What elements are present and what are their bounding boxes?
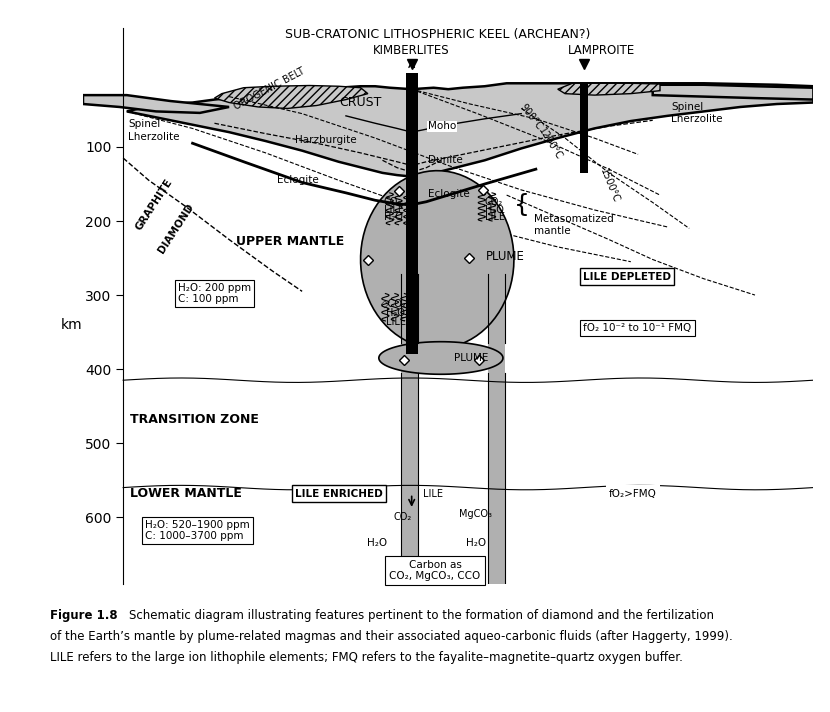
Text: Eclogite: Eclogite (276, 175, 319, 185)
Polygon shape (127, 83, 813, 177)
Text: fO₂>FMQ: fO₂>FMQ (609, 488, 657, 498)
Text: Carbon as
CO₂, MgCO₃, CCO: Carbon as CO₂, MgCO₃, CCO (389, 560, 481, 581)
Text: Metasomatized
mantle: Metasomatized mantle (535, 214, 614, 236)
Text: PLUME: PLUME (454, 353, 488, 363)
Text: LILE refers to the large ion lithophile elements; FMQ refers to the fayalite–mag: LILE refers to the large ion lithophile … (50, 651, 682, 664)
Text: 1200°C: 1200°C (536, 125, 564, 161)
Polygon shape (214, 85, 368, 108)
Polygon shape (401, 274, 417, 584)
Text: fO₂ 10⁻² to 10⁻¹ FMQ: fO₂ 10⁻² to 10⁻¹ FMQ (583, 323, 691, 333)
Text: KIMBERLITES: KIMBERLITES (374, 44, 450, 57)
Text: Spinel
Lherzolite: Spinel Lherzolite (129, 120, 180, 142)
Text: LILE ENRICHED: LILE ENRICHED (295, 488, 383, 498)
Text: of the Earth’s mantle by plume-related magmas and their associated aqueo-carboni: of the Earth’s mantle by plume-related m… (50, 630, 733, 643)
Polygon shape (488, 274, 505, 584)
Text: CRUST: CRUST (339, 96, 382, 109)
Text: km: km (61, 318, 83, 332)
Text: OROGENIC BELT: OROGENIC BELT (232, 66, 306, 112)
Text: Figure 1.8: Figure 1.8 (50, 609, 117, 622)
Bar (406, 73, 417, 355)
Text: LILE: LILE (386, 318, 406, 328)
Text: DIAMOND: DIAMOND (157, 201, 196, 255)
Polygon shape (652, 85, 813, 100)
Text: Schematic diagram illustrating features pertinent to the formation of diamond an: Schematic diagram illustrating features … (129, 609, 714, 622)
Text: TRANSITION ZONE: TRANSITION ZONE (130, 413, 259, 426)
Text: H₂O: H₂O (367, 538, 387, 548)
Text: H₂O: H₂O (466, 538, 486, 548)
Text: CO₂: CO₂ (384, 197, 403, 207)
Text: MgCO₃: MgCO₃ (459, 509, 492, 519)
Text: 900°C: 900°C (518, 103, 544, 132)
Text: Dunite: Dunite (427, 155, 462, 165)
Text: SUB-CRATONIC LITHOSPHERIC KEEL (ARCHEAN?): SUB-CRATONIC LITHOSPHERIC KEEL (ARCHEAN?… (285, 28, 590, 41)
Text: H₂O: H₂O (384, 212, 403, 222)
Text: Spinel
Lherzolite: Spinel Lherzolite (671, 102, 722, 124)
Polygon shape (558, 83, 660, 95)
Text: Moho: Moho (427, 121, 456, 131)
Text: LOWER MANTLE: LOWER MANTLE (130, 487, 242, 500)
Bar (579, 83, 588, 173)
Polygon shape (83, 95, 229, 113)
Text: Eclogite: Eclogite (427, 189, 470, 199)
Text: GRAPHITE: GRAPHITE (134, 177, 175, 232)
Text: LILE: LILE (485, 212, 505, 222)
Text: LAMPROITE: LAMPROITE (568, 44, 635, 57)
Text: H₂O: 200 ppm
C: 100 ppm: H₂O: 200 ppm C: 100 ppm (178, 283, 251, 304)
Text: {: { (514, 193, 530, 216)
Text: H₂O: H₂O (485, 205, 504, 215)
Text: UPPER MANTLE: UPPER MANTLE (237, 235, 344, 248)
Text: PLUME: PLUME (486, 250, 525, 263)
Text: H₂O: H₂O (386, 308, 405, 318)
Text: LILE: LILE (384, 205, 404, 215)
Text: 1500°C: 1500°C (598, 167, 621, 204)
Text: ◇CO₂: ◇CO₂ (381, 299, 407, 309)
Text: Harzburgite: Harzburgite (295, 135, 356, 145)
Text: CO₂: CO₂ (393, 512, 412, 522)
Text: CO₂: CO₂ (485, 197, 503, 207)
Text: LILE: LILE (422, 488, 442, 498)
Text: H₂O: 520–1900 ppm
C: 1000–3700 ppm: H₂O: 520–1900 ppm C: 1000–3700 ppm (145, 520, 250, 541)
Polygon shape (360, 171, 514, 348)
Text: LILE DEPLETED: LILE DEPLETED (583, 271, 671, 281)
Polygon shape (378, 342, 503, 375)
